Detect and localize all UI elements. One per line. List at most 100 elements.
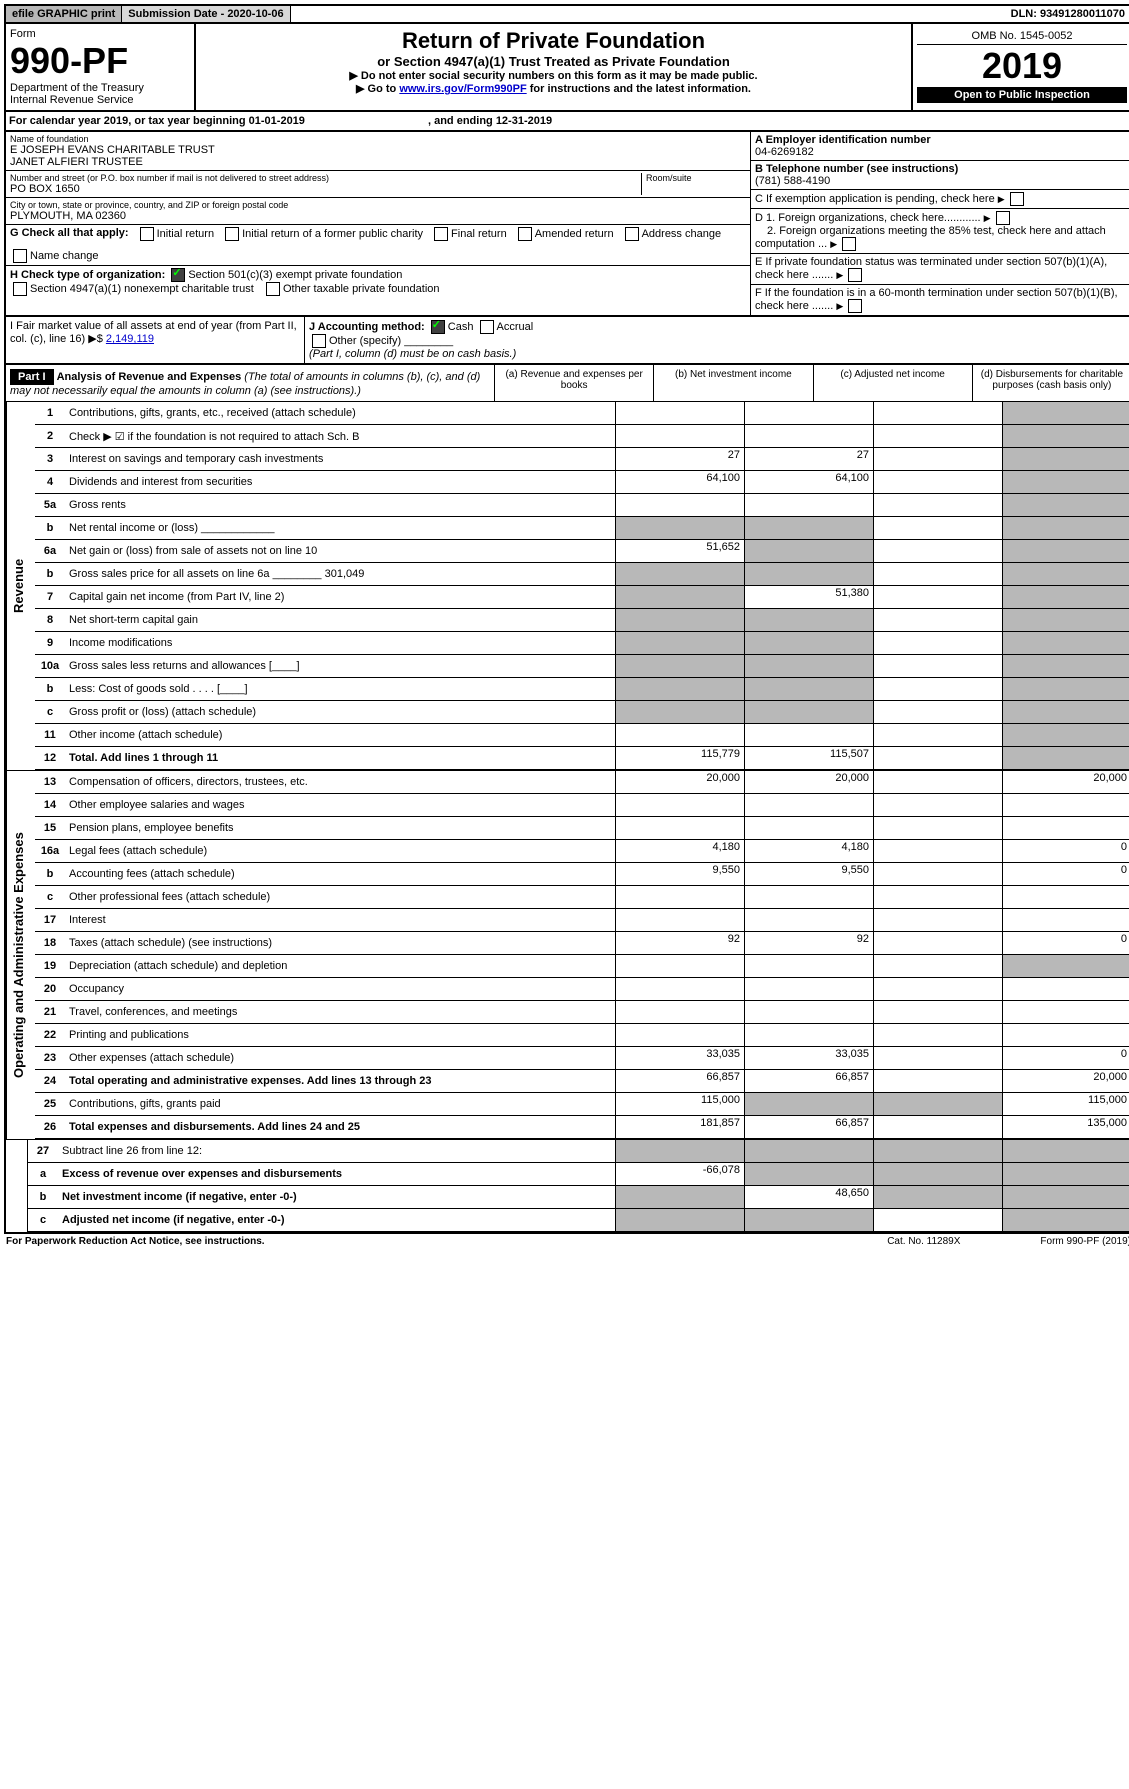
row-b: bAccounting fees (attach schedule) 9,550… (35, 863, 1129, 886)
d1-label: D 1. Foreign organizations, check here..… (755, 212, 981, 224)
form-title: Return of Private Foundation (200, 28, 907, 54)
part1-tag: Part I (10, 369, 54, 385)
c-label: C If exemption application is pending, c… (755, 193, 995, 205)
chk-initial-former[interactable] (225, 227, 239, 241)
chk-final[interactable] (434, 227, 448, 241)
city-label: City or town, state or province, country… (10, 200, 746, 210)
efile-tag: efile GRAPHIC print (6, 6, 122, 22)
row-8: 8Net short-term capital gain (35, 609, 1129, 632)
chk-addr-change[interactable] (625, 227, 639, 241)
row-6a: 6aNet gain or (loss) from sale of assets… (35, 540, 1129, 563)
row-16a: 16aLegal fees (attach schedule) 4,180 4,… (35, 840, 1129, 863)
col-b: (b) Net investment income (653, 365, 812, 401)
row-21: 21Travel, conferences, and meetings (35, 1001, 1129, 1024)
row-4: 4Dividends and interest from securities … (35, 471, 1129, 494)
revenue-label: Revenue (6, 402, 35, 770)
part1-title: Analysis of Revenue and Expenses (57, 371, 242, 383)
chk-initial[interactable] (140, 227, 154, 241)
row-25: 25Contributions, gifts, grants paid 115,… (35, 1093, 1129, 1116)
chk-other-tax[interactable] (266, 282, 280, 296)
col-c: (c) Adjusted net income (813, 365, 972, 401)
chk-4947[interactable] (13, 282, 27, 296)
city: PLYMOUTH, MA 02360 (10, 210, 746, 222)
row-17: 17Interest (35, 909, 1129, 932)
row-26: 26Total expenses and disbursements. Add … (35, 1116, 1129, 1139)
dept: Department of the Treasury (10, 82, 190, 94)
row-14: 14Other employee salaries and wages (35, 794, 1129, 817)
cal-end: , and ending 12-31-2019 (428, 115, 552, 127)
j-note: (Part I, column (d) must be on cash basi… (309, 348, 516, 360)
row-23: 23Other expenses (attach schedule) 33,03… (35, 1047, 1129, 1070)
row-b: bGross sales price for all assets on lin… (35, 563, 1129, 586)
form-label: Form (10, 28, 190, 40)
row-c: cOther professional fees (attach schedul… (35, 886, 1129, 909)
row-a: aExcess of revenue over expenses and dis… (28, 1163, 1129, 1186)
open-to-public: Open to Public Inspection (917, 87, 1127, 103)
addr-label: Number and street (or P.O. box number if… (10, 173, 641, 183)
row-15: 15Pension plans, employee benefits (35, 817, 1129, 840)
cal-begin: For calendar year 2019, or tax year begi… (9, 115, 305, 127)
row-19: 19Depreciation (attach schedule) and dep… (35, 955, 1129, 978)
tel-label: B Telephone number (see instructions) (755, 163, 1127, 175)
warn1: ▶ Do not enter social security numbers o… (200, 69, 907, 82)
form-subtitle: or Section 4947(a)(1) Trust Treated as P… (200, 54, 907, 69)
expenses-label: Operating and Administrative Expenses (6, 771, 35, 1139)
irs: Internal Revenue Service (10, 94, 190, 106)
row-c: cAdjusted net income (if negative, enter… (28, 1209, 1129, 1232)
g-label: G Check all that apply: (10, 227, 129, 241)
trustee: JANET ALFIERI TRUSTEE (10, 156, 746, 168)
omb: OMB No. 1545-0052 (917, 28, 1127, 45)
chk-501c3[interactable] (171, 268, 185, 282)
row-27: 27Subtract line 26 from line 12: (28, 1140, 1129, 1163)
address: PO BOX 1650 (10, 183, 641, 195)
row-b: bNet investment income (if negative, ent… (28, 1186, 1129, 1209)
tel: (781) 588-4190 (755, 175, 1127, 187)
row-9: 9Income modifications (35, 632, 1129, 655)
row-5a: 5aGross rents (35, 494, 1129, 517)
ein-label: A Employer identification number (755, 134, 1127, 146)
row-1: 1Contributions, gifts, grants, etc., rec… (35, 402, 1129, 425)
chk-f[interactable] (848, 299, 862, 313)
row-18: 18Taxes (attach schedule) (see instructi… (35, 932, 1129, 955)
warn2a: ▶ Go to (356, 83, 399, 95)
chk-accrual[interactable] (480, 320, 494, 334)
row-11: 11Other income (attach schedule) (35, 724, 1129, 747)
dln: DLN: 93491280011070 (1005, 6, 1129, 22)
row-b: bLess: Cost of goods sold . . . . [____] (35, 678, 1129, 701)
foot-c: Cat. No. 11289X (887, 1236, 960, 1247)
chk-d2[interactable] (842, 237, 856, 251)
e-label: E If private foundation status was termi… (755, 256, 1107, 281)
row-7: 7Capital gain net income (from Part IV, … (35, 586, 1129, 609)
j-label: J Accounting method: (309, 321, 425, 333)
chk-other-acct[interactable] (312, 334, 326, 348)
f-label: F If the foundation is in a 60-month ter… (755, 287, 1118, 312)
row-c: cGross profit or (loss) (attach schedule… (35, 701, 1129, 724)
submission-date: Submission Date - 2020-10-06 (122, 6, 290, 22)
foot-l: For Paperwork Reduction Act Notice, see … (6, 1236, 265, 1247)
row-2: 2Check ▶ ☑ if the foundation is not requ… (35, 425, 1129, 448)
chk-name-change[interactable] (13, 249, 27, 263)
row-24: 24Total operating and administrative exp… (35, 1070, 1129, 1093)
h-label: H Check type of organization: (10, 269, 165, 281)
ein: 04-6269182 (755, 146, 1127, 158)
warn2b: for instructions and the latest informat… (527, 83, 751, 95)
col-d: (d) Disbursements for charitable purpose… (972, 365, 1129, 401)
col-a: (a) Revenue and expenses per books (494, 365, 653, 401)
chk-cash[interactable] (431, 320, 445, 334)
chk-d1[interactable] (996, 211, 1010, 225)
chk-c[interactable] (1010, 192, 1024, 206)
foundation-name: E JOSEPH EVANS CHARITABLE TRUST (10, 144, 746, 156)
form-number: 990-PF (10, 40, 190, 82)
tax-year: 2019 (917, 45, 1127, 87)
chk-amended[interactable] (518, 227, 532, 241)
row-22: 22Printing and publications (35, 1024, 1129, 1047)
irs-link[interactable]: www.irs.gov/Form990PF (399, 83, 526, 95)
row-3: 3Interest on savings and temporary cash … (35, 448, 1129, 471)
row-20: 20Occupancy (35, 978, 1129, 1001)
d2-label: 2. Foreign organizations meeting the 85%… (755, 225, 1106, 250)
row-13: 13Compensation of officers, directors, t… (35, 771, 1129, 794)
chk-e[interactable] (848, 268, 862, 282)
row-10a: 10aGross sales less returns and allowanc… (35, 655, 1129, 678)
room-label: Room/suite (646, 173, 746, 183)
name-label: Name of foundation (10, 134, 746, 144)
